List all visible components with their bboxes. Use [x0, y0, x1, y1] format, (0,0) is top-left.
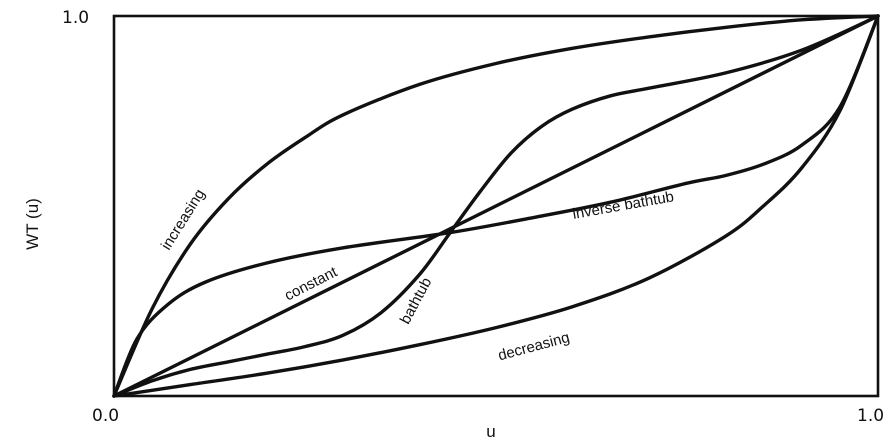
y-axis-label: WT (u)	[23, 198, 42, 250]
label-bathtub: bathtub	[397, 275, 436, 327]
x-axis-label: u	[486, 422, 495, 440]
series-line-decreasing	[112, 14, 880, 398]
series-line-increasing	[112, 14, 880, 398]
y-tick-1: 1.0	[62, 8, 89, 28]
curves-group	[112, 14, 880, 398]
label-inverse-bathtub: inverse bathtub	[571, 188, 675, 223]
plot-frame	[112, 14, 880, 398]
label-increasing: increasing	[158, 186, 209, 253]
series-line-bathtub	[112, 14, 880, 398]
series-line-constant	[112, 14, 880, 398]
x-tick-0: 0.0	[92, 406, 119, 426]
series-line-inverse-bathtub	[112, 14, 880, 398]
label-decreasing: decreasing	[496, 329, 571, 364]
x-tick-1: 1.0	[857, 406, 884, 426]
